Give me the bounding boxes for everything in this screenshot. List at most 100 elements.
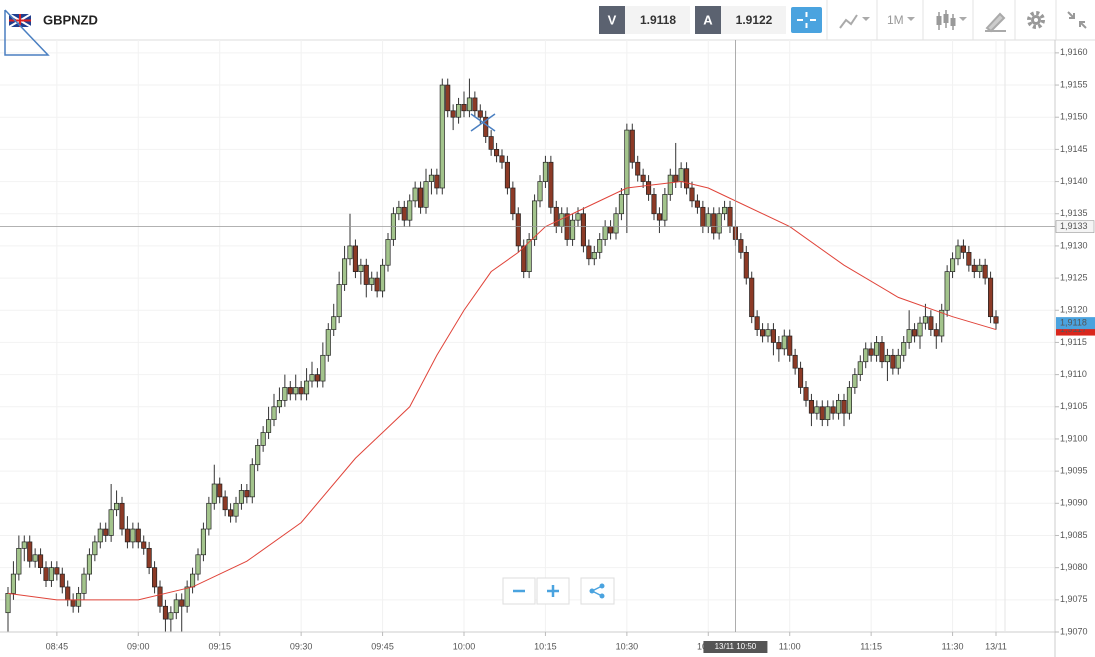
- candle-body: [499, 155, 505, 163]
- fullscreen-button[interactable]: [1067, 11, 1087, 29]
- candle-body: [119, 502, 125, 530]
- candle-body: [21, 541, 27, 549]
- y-tick-label: 1,9140: [1060, 176, 1088, 186]
- cross-drawing[interactable]: [470, 113, 496, 132]
- candle-body: [412, 187, 418, 202]
- y-tick-label: 1,9110: [1060, 369, 1087, 379]
- share-icon: [599, 583, 605, 589]
- candle-body: [618, 194, 624, 215]
- candle-body: [548, 161, 554, 208]
- candles-icon: [950, 18, 956, 26]
- candle-body: [266, 419, 272, 433]
- chart-type-button[interactable]: [839, 14, 870, 29]
- candle-body: [939, 309, 945, 337]
- candles-icon: [943, 14, 949, 23]
- candle-body: [54, 567, 60, 575]
- y-tick-label: 1,9150: [1060, 112, 1088, 122]
- crosshair-time-box: [703, 641, 768, 653]
- triangle-drawing[interactable]: [4, 9, 50, 56]
- bid-label-box: [599, 6, 625, 34]
- candle-body: [988, 277, 994, 318]
- share-button[interactable]: [580, 577, 615, 605]
- x-tick-label: 11:00: [779, 641, 801, 651]
- candle-body: [971, 264, 977, 273]
- candle-body: [743, 251, 749, 279]
- settings-button[interactable]: [1027, 11, 1045, 29]
- candle-body: [65, 586, 71, 601]
- x-tick-label: 09:15: [208, 641, 231, 651]
- candle-body: [314, 374, 320, 382]
- candle-body: [922, 316, 928, 324]
- candle-body: [591, 251, 597, 260]
- candle-body: [494, 149, 500, 157]
- candle-body: [901, 342, 907, 356]
- candle-body: [613, 213, 619, 234]
- candle-body: [385, 239, 391, 266]
- candle-body: [423, 181, 429, 208]
- candle-body: [38, 554, 44, 569]
- y-tick-label: 1,9105: [1060, 401, 1088, 411]
- candle-body: [836, 399, 842, 414]
- candle-body: [521, 245, 527, 273]
- y-tick-label: 1,9145: [1060, 144, 1088, 154]
- ask-box[interactable]: [721, 6, 786, 34]
- x-tick-label: 13/11: [985, 641, 1007, 651]
- candle-body: [912, 329, 918, 337]
- candle-body: [868, 348, 874, 356]
- candle-body: [461, 103, 467, 112]
- toolbar: GBPNZD V 1.9118 A 1.9122 1M: [0, 0, 1095, 41]
- candle-body: [331, 316, 337, 330]
- flag: [8, 13, 32, 28]
- candle-body: [542, 161, 548, 182]
- candle-body: [510, 187, 516, 215]
- candle-body: [16, 547, 22, 575]
- candle-body: [222, 496, 228, 511]
- candle-body: [428, 174, 434, 182]
- candle-body: [358, 264, 364, 273]
- candle-body: [374, 277, 380, 292]
- candle-body: [863, 348, 869, 363]
- candle-body: [206, 502, 212, 530]
- crosshair-button-bg[interactable]: [791, 7, 822, 33]
- candle-body: [537, 181, 543, 202]
- y-tick-label: 1,9080: [1060, 562, 1088, 572]
- candle-body: [808, 399, 814, 414]
- timeframe-button[interactable]: 1M: [887, 13, 915, 27]
- indicators-button[interactable]: [936, 10, 968, 30]
- candle-body: [32, 554, 38, 562]
- candle-body: [950, 258, 956, 273]
- candle-body: [141, 541, 147, 549]
- candle-body: [559, 213, 565, 227]
- bid-box[interactable]: [625, 6, 690, 34]
- candle-body: [656, 213, 662, 221]
- candle-body: [895, 354, 901, 369]
- bid-price: 1.9118: [640, 13, 676, 27]
- candle-body: [369, 277, 375, 285]
- candle-body: [705, 213, 711, 227]
- candle-body: [646, 181, 652, 195]
- candle-body: [287, 387, 293, 395]
- crosshair-button[interactable]: [791, 7, 822, 33]
- candle-body: [575, 213, 581, 221]
- candle-body: [233, 502, 239, 517]
- price-marker: [1056, 317, 1095, 330]
- ask-price: 1.9122: [736, 13, 773, 27]
- candle-body: [325, 329, 331, 356]
- candle-body: [727, 206, 733, 227]
- moving-average: [7, 181, 997, 601]
- candle-body: [993, 316, 999, 324]
- draw-button[interactable]: [985, 12, 1006, 33]
- candle-body: [228, 509, 234, 517]
- candle-body: [700, 206, 706, 227]
- candle-body: [977, 264, 983, 273]
- candle-body: [760, 329, 766, 337]
- candle-body: [678, 168, 684, 182]
- bid-label: V: [608, 12, 617, 27]
- y-tick-label: 1,9125: [1060, 272, 1088, 282]
- candle-body: [173, 599, 179, 614]
- candle-body: [792, 354, 798, 369]
- candle-body: [846, 387, 852, 414]
- candle-body: [309, 374, 315, 382]
- candle-body: [477, 110, 483, 118]
